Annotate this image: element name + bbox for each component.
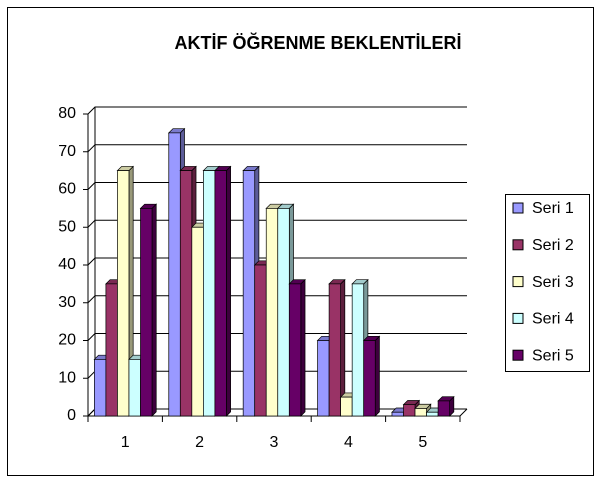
legend-swatch (512, 276, 524, 288)
legend-label: Seri 5 (532, 347, 574, 364)
x-tick-label: 4 (344, 434, 353, 451)
bar (140, 208, 153, 417)
bar (328, 283, 341, 417)
legend-label: Seri 1 (532, 200, 574, 217)
y-tick-label: 20 (58, 332, 76, 349)
y-tick-label: 10 (58, 369, 76, 386)
bar (117, 170, 130, 417)
chart-title: AKTİF ÖĞRENME BEKLENTİLERİ (175, 32, 462, 53)
y-tick-label: 30 (58, 294, 76, 311)
bar (340, 396, 353, 417)
bar (191, 226, 204, 417)
bar (277, 208, 290, 417)
bar (391, 411, 404, 417)
grid-line (87, 219, 467, 228)
bar (254, 264, 267, 417)
grid-line (87, 257, 467, 266)
y-tick-label: 80 (58, 105, 76, 122)
bar (94, 359, 107, 417)
legend-label: Seri 2 (532, 237, 574, 254)
grid-line (87, 144, 467, 153)
legend-label: Seri 4 (532, 311, 574, 328)
bar (242, 170, 256, 417)
bar (265, 208, 279, 417)
bar (203, 170, 216, 417)
bar (403, 404, 416, 417)
bar (168, 132, 181, 417)
bar (179, 170, 193, 417)
legend-swatch (512, 312, 524, 324)
legend-swatch (512, 349, 524, 361)
bar (214, 170, 227, 417)
x-tick-label: 2 (195, 434, 204, 451)
bar (437, 400, 450, 417)
y-tick-label: 50 (58, 218, 76, 235)
bar-side (374, 335, 380, 417)
bar (128, 359, 141, 417)
bar (317, 340, 330, 417)
bar-side (226, 165, 231, 417)
bar (105, 283, 118, 417)
bar-side (151, 203, 157, 417)
grid-line (87, 106, 467, 115)
bar-side (300, 278, 306, 417)
x-tick-label: 5 (418, 434, 427, 451)
bar (351, 283, 365, 417)
legend-label: Seri 3 (532, 274, 574, 291)
bar (288, 283, 302, 417)
grid-line (87, 182, 467, 190)
legend-swatch (512, 239, 524, 251)
legend-swatch (512, 202, 524, 214)
bar (414, 408, 427, 417)
y-tick-label: 0 (67, 407, 76, 424)
y-tick-label: 70 (58, 143, 76, 160)
y-tick-label: 40 (58, 256, 76, 273)
y-tick-label: 60 (58, 181, 76, 198)
x-tick-label: 1 (121, 434, 130, 451)
x-tick-label: 3 (270, 434, 279, 451)
bar (363, 340, 376, 417)
bar (426, 411, 439, 417)
